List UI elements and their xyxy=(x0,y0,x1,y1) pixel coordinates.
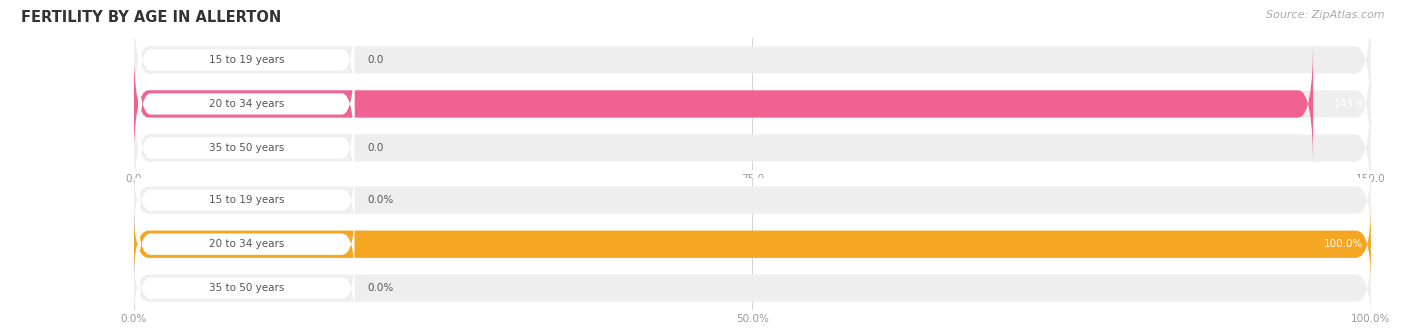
Text: 15 to 19 years: 15 to 19 years xyxy=(208,195,284,205)
Text: 100.0%: 100.0% xyxy=(1324,239,1364,249)
FancyBboxPatch shape xyxy=(134,205,1371,283)
Text: 20 to 34 years: 20 to 34 years xyxy=(208,99,284,109)
FancyBboxPatch shape xyxy=(134,38,1371,170)
FancyBboxPatch shape xyxy=(134,161,1371,239)
Text: 0.0%: 0.0% xyxy=(367,283,394,293)
FancyBboxPatch shape xyxy=(138,3,354,116)
FancyBboxPatch shape xyxy=(138,91,354,205)
Text: 20 to 34 years: 20 to 34 years xyxy=(208,239,284,249)
FancyBboxPatch shape xyxy=(138,166,354,234)
FancyBboxPatch shape xyxy=(134,82,1371,214)
Text: Source: ZipAtlas.com: Source: ZipAtlas.com xyxy=(1267,10,1385,20)
Text: 0.0%: 0.0% xyxy=(367,195,394,205)
Text: 35 to 50 years: 35 to 50 years xyxy=(208,143,284,153)
Text: 0.0: 0.0 xyxy=(367,55,384,65)
FancyBboxPatch shape xyxy=(138,210,354,279)
FancyBboxPatch shape xyxy=(134,38,1313,170)
Text: 35 to 50 years: 35 to 50 years xyxy=(208,283,284,293)
FancyBboxPatch shape xyxy=(134,249,1371,327)
Text: 0.0: 0.0 xyxy=(367,143,384,153)
Text: 143.0: 143.0 xyxy=(1334,99,1364,109)
FancyBboxPatch shape xyxy=(138,254,354,322)
Text: FERTILITY BY AGE IN ALLERTON: FERTILITY BY AGE IN ALLERTON xyxy=(21,10,281,25)
FancyBboxPatch shape xyxy=(134,205,1371,283)
FancyBboxPatch shape xyxy=(134,0,1371,125)
FancyBboxPatch shape xyxy=(138,47,354,161)
Text: 15 to 19 years: 15 to 19 years xyxy=(208,55,284,65)
